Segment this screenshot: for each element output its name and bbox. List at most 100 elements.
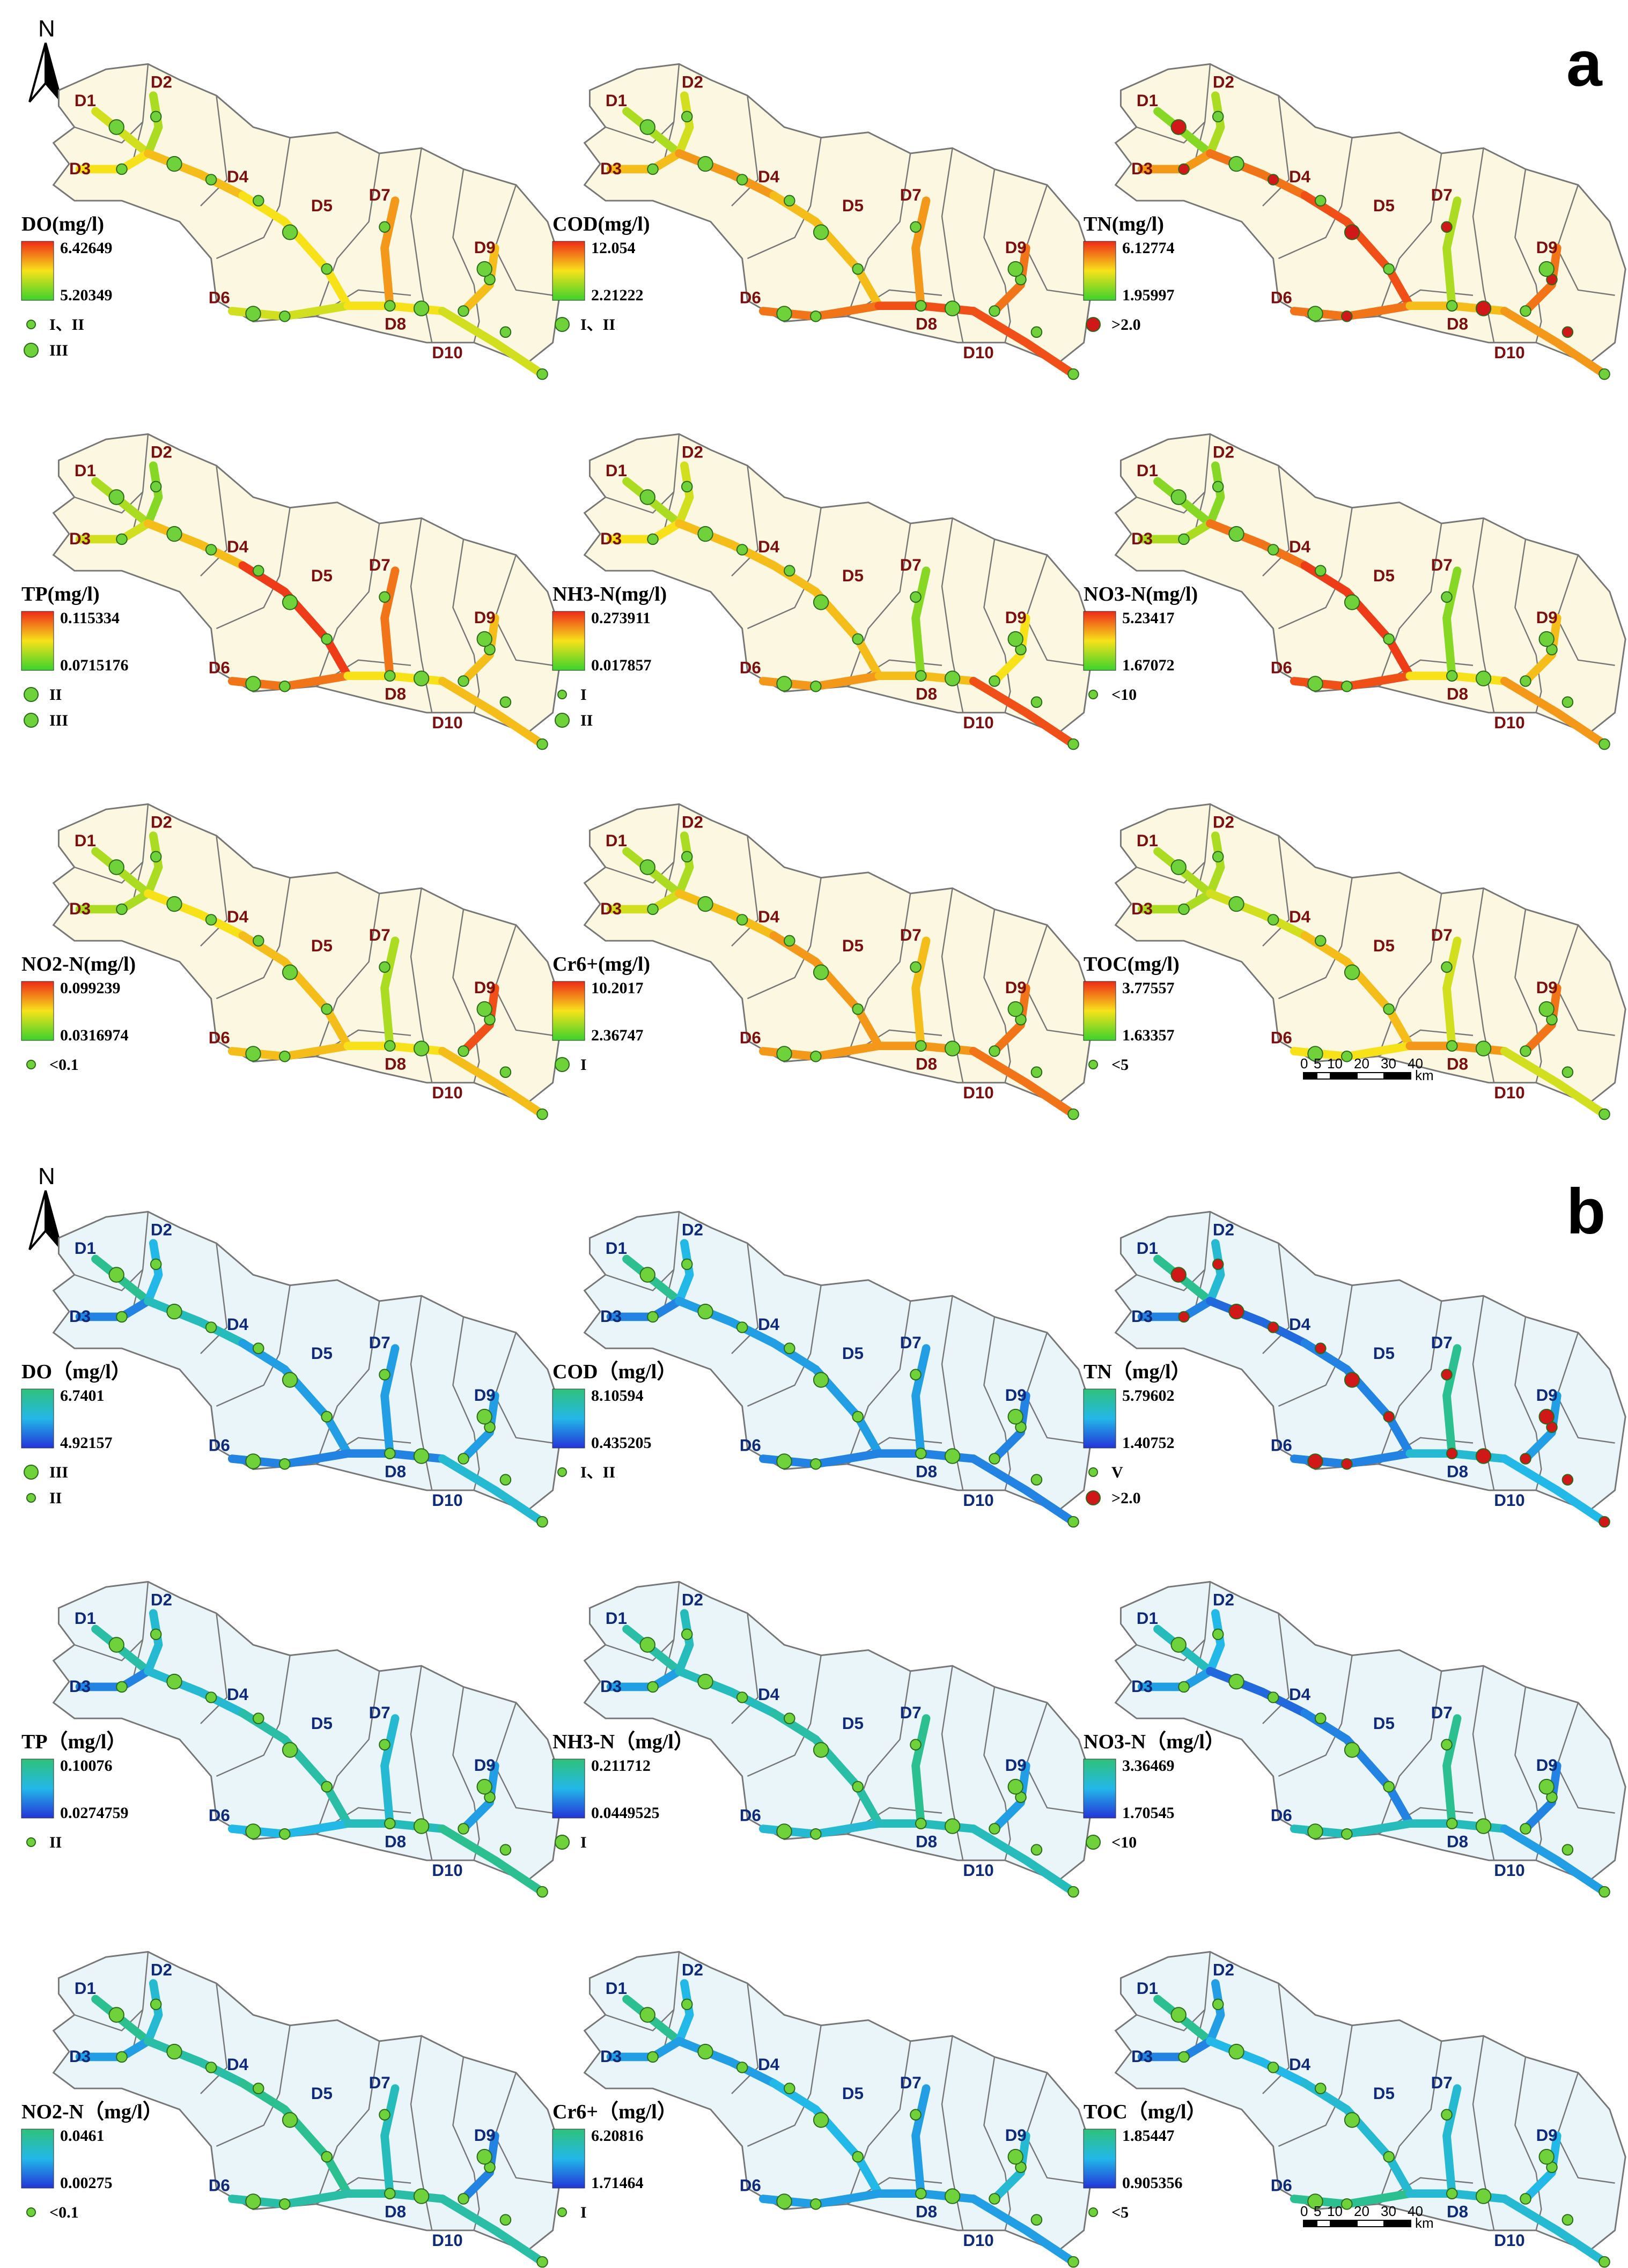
river-segment-d7 bbox=[1442, 2084, 1462, 2198]
sampling-point-marker bbox=[639, 1267, 655, 1283]
river-segment-d5 bbox=[238, 191, 352, 311]
subbasin-boundary bbox=[315, 2041, 380, 2205]
river-segment-d7 bbox=[911, 196, 931, 311]
sampling-point-marker bbox=[1441, 2109, 1453, 2121]
watershed-boundary bbox=[52, 433, 564, 735]
sampling-point-marker bbox=[245, 306, 261, 322]
legend-max-value: 5.23417 bbox=[1122, 609, 1175, 627]
sampling-point-marker bbox=[205, 914, 217, 926]
site-label-d10: D10 bbox=[963, 1491, 994, 1510]
river-segment-d4 bbox=[1206, 149, 1309, 200]
site-label-d4: D4 bbox=[1289, 907, 1311, 926]
legend-min-value: 1.67072 bbox=[1122, 656, 1175, 674]
sampling-point-marker bbox=[1212, 1998, 1224, 2011]
sampling-point-marker bbox=[852, 633, 864, 645]
river-segment-d4 bbox=[144, 889, 247, 940]
subbasin-boundary bbox=[452, 169, 475, 285]
sampling-point-marker bbox=[989, 2193, 1000, 2205]
legend-min-value: 0.017857 bbox=[591, 656, 652, 674]
sampling-point-marker bbox=[1520, 1045, 1531, 1057]
river-segment-d2 bbox=[1206, 1609, 1225, 1675]
site-label-d2: D2 bbox=[1213, 1221, 1234, 1239]
subbasin-boundary bbox=[1136, 491, 1206, 514]
subbasin-boundary bbox=[731, 466, 759, 577]
subbasin-boundary bbox=[731, 1983, 759, 2094]
site-label-d8: D8 bbox=[916, 1054, 937, 1073]
sampling-point-marker bbox=[1170, 1637, 1187, 1653]
subbasin-boundary bbox=[452, 2057, 475, 2173]
river-segment-d10 bbox=[1500, 1454, 1609, 1526]
sampling-point-marker bbox=[458, 305, 469, 317]
sampling-point-marker bbox=[944, 670, 961, 686]
sampling-point-marker bbox=[1170, 859, 1187, 875]
river-segment-d7 bbox=[911, 1714, 931, 1828]
sampling-point-marker bbox=[1267, 1691, 1279, 1703]
subbasin-boundary bbox=[131, 1211, 149, 1312]
subbasin-boundary bbox=[1262, 1983, 1290, 2094]
subbasin-boundary bbox=[216, 1285, 291, 1407]
site-label-d5: D5 bbox=[842, 1714, 864, 1733]
subbasin-boundary bbox=[74, 121, 144, 144]
legend-min-value: 0.435205 bbox=[591, 1434, 652, 1452]
site-label-d5: D5 bbox=[1373, 196, 1395, 215]
site-label-d8: D8 bbox=[916, 684, 937, 703]
sampling-point-marker bbox=[458, 2193, 469, 2205]
subbasin-boundary bbox=[216, 877, 291, 1000]
site-label-d9: D9 bbox=[1536, 1756, 1558, 1775]
subbasin-boundary bbox=[200, 1613, 228, 1724]
sampling-point-marker bbox=[1520, 2193, 1531, 2205]
color-ramp bbox=[21, 1759, 54, 1819]
sampling-point-marker bbox=[476, 631, 492, 647]
sampling-point-marker bbox=[1344, 224, 1360, 240]
sampling-point-marker bbox=[1170, 1267, 1187, 1283]
sampling-point-marker bbox=[458, 675, 469, 687]
sampling-point-marker bbox=[1538, 2148, 1555, 2165]
sampling-point-marker bbox=[810, 2198, 822, 2210]
sampling-point-marker bbox=[413, 1040, 430, 1057]
subbasin-boundary bbox=[983, 2057, 1006, 2173]
sampling-point-marker bbox=[647, 533, 659, 545]
sampling-point-marker bbox=[1030, 2214, 1043, 2226]
site-label-d7: D7 bbox=[1431, 556, 1453, 574]
site-label-d5: D5 bbox=[842, 1344, 864, 1363]
subbasin-boundary bbox=[315, 1671, 380, 1835]
legend-title: Cr6+(mg/l) bbox=[553, 953, 650, 976]
watershed-boundary bbox=[583, 433, 1095, 735]
submap-b-2: D1 D2 D3 D4 D5 D6 D7 D8 D9 D10 bbox=[583, 1210, 1095, 1528]
subbasin-boundary bbox=[1556, 1332, 1615, 1444]
site-label-d3: D3 bbox=[600, 1677, 622, 1696]
site-label-d8: D8 bbox=[1447, 1054, 1468, 1073]
class-marker-icon bbox=[555, 713, 570, 728]
watershed-boundary bbox=[583, 1580, 1095, 1882]
subbasin-boundary bbox=[983, 169, 1006, 285]
site-label-d3: D3 bbox=[1131, 1677, 1153, 1696]
river-segment-d10 bbox=[969, 307, 1078, 379]
sampling-point-marker bbox=[776, 1453, 792, 1469]
subbasin-boundary bbox=[941, 518, 964, 713]
site-label-d3: D3 bbox=[600, 2047, 622, 2066]
subbasin-boundary bbox=[1514, 2057, 1537, 2173]
site-label-d4: D4 bbox=[758, 537, 780, 556]
subbasin-boundary bbox=[494, 184, 553, 296]
sampling-point-marker bbox=[458, 1045, 469, 1057]
sampling-point-marker bbox=[1538, 1778, 1555, 1795]
watershed-boundary bbox=[1114, 63, 1626, 365]
subbasin-boundary bbox=[747, 2025, 822, 2147]
sampling-point-marker bbox=[852, 1410, 864, 1423]
scale-tick-label: 20 bbox=[1354, 1055, 1369, 1072]
sampling-point-marker bbox=[1212, 851, 1224, 863]
sampling-point-marker bbox=[253, 195, 264, 206]
river-segment-d5 bbox=[769, 561, 883, 681]
sampling-point-marker bbox=[476, 1408, 492, 1425]
subbasin-boundary bbox=[200, 95, 228, 206]
river-segment-d4 bbox=[675, 2037, 778, 2088]
sampling-point-marker bbox=[1441, 591, 1453, 603]
site-label-d2: D2 bbox=[151, 73, 172, 92]
legend-max-value: 3.77557 bbox=[1122, 979, 1175, 997]
site-label-d3: D3 bbox=[69, 2047, 91, 2066]
sampling-point-marker bbox=[379, 961, 391, 973]
site-label-d1: D1 bbox=[75, 1239, 96, 1258]
